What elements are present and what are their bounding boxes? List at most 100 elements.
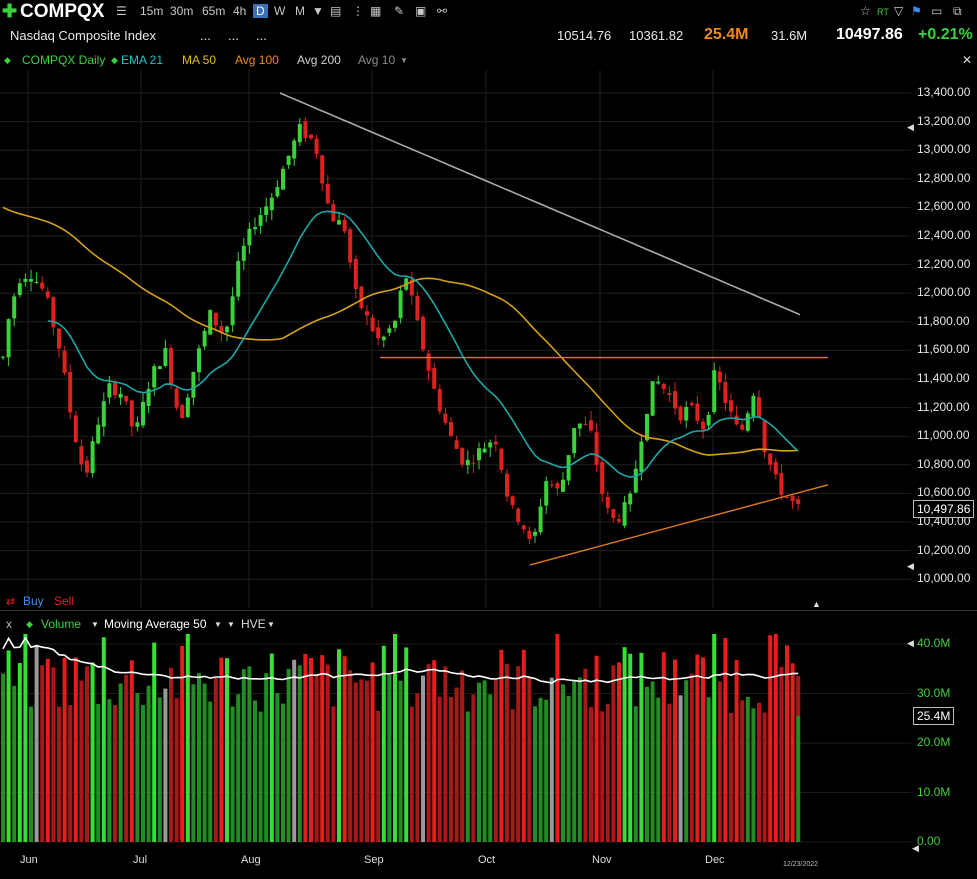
buy-button[interactable]: Buy [23,594,44,608]
scroll-up-icon[interactable]: ▲ [812,599,821,609]
price-tick-label: 11,800.00 [917,313,970,328]
pane-divider[interactable] [0,610,977,611]
alert-icon[interactable]: ⚑ [911,4,922,18]
candle-body [353,259,358,290]
volume-chart[interactable] [0,634,911,852]
hve-dropdown-icon[interactable]: ▼ [267,620,275,629]
volume-bar [751,708,756,842]
volume-bar [426,664,431,842]
copy-icon[interactable]: ⧉ [953,4,962,18]
price-chart[interactable] [0,70,911,608]
trade-arrows-icon[interactable]: ⇄ [6,596,16,608]
scroll-left-icon[interactable]: ◀ [912,843,919,853]
candle-body [381,336,386,341]
quote-dots-1[interactable]: ... [200,28,211,43]
quote-low: 10361.82 [629,28,684,43]
candle-body [314,138,319,154]
close-icon[interactable]: ✕ [962,53,973,67]
tf-w[interactable]: W [274,4,286,18]
price-tick-label: 11,200.00 [917,399,970,414]
legend-ema-chevron-icon[interactable]: ◆ [111,55,118,65]
volume-bar [331,706,336,842]
candle-body [426,353,431,371]
draw-icon[interactable]: ✎ [394,4,405,18]
layout-icon[interactable]: ▣ [415,4,427,18]
price-tick-label: 11,400.00 [917,371,970,385]
filter-icon[interactable]: ▽ [894,4,904,18]
candle-body [398,290,403,319]
volume-dropdown-icon[interactable]: ▼ [91,620,99,629]
volume-bar [113,704,117,842]
candle-body [157,366,162,370]
volume-close-button[interactable]: x [6,617,12,631]
volume-bar [650,681,655,842]
volume-chevron-icon[interactable]: ◆ [26,619,33,629]
volume-bar [191,684,196,842]
volume-marker-icon[interactable]: ◀ [907,638,914,648]
chart-type-icon[interactable]: ▤ [330,4,342,18]
volume-bar [633,706,638,842]
candle-body [101,401,106,427]
volume-bar [443,666,448,842]
volume-label[interactable]: Volume [41,617,82,631]
volume-bar [393,634,397,842]
share-icon[interactable]: ⚯ [437,4,448,18]
candle-body [219,325,224,333]
hve-label[interactable]: HVE [241,617,266,631]
volume-bar [185,634,190,842]
candle-body [370,317,375,332]
axis-marker-icon[interactable]: ◀ [907,122,914,132]
quote-dots-2[interactable]: ... [228,28,239,43]
hve-chevron-icon[interactable]: ▼ [227,620,235,629]
volume-bar [656,697,661,842]
tf-m[interactable]: M [295,4,305,18]
symbol-title[interactable]: COMPQX [20,1,105,22]
volume-bar [695,654,700,842]
volume-bar [645,686,649,842]
volume-bar [6,650,11,842]
tf-15m[interactable]: 15m [140,4,164,18]
volume-bar [493,680,498,842]
volume-bar [639,652,644,842]
volume-bar [29,706,33,842]
tf-30m[interactable]: 30m [170,4,194,18]
sell-button[interactable]: Sell [54,594,75,608]
candle-body [208,310,213,335]
candle-body [600,461,605,495]
price-tick-label: 10,600.00 [917,485,971,500]
star-icon[interactable]: ☆ [860,4,871,18]
calculator-icon[interactable]: ▦ [370,4,382,18]
settings-icon[interactable]: ☰ [116,4,127,18]
volume-bar [611,665,616,842]
volume-tick-label: 10.0M [917,784,951,799]
candle-body [549,484,554,486]
legend-avg10[interactable]: Avg 10 [358,53,396,67]
candle-body [667,393,672,395]
ma-dropdown-icon[interactable]: ▼ [214,620,222,629]
volume-ma-label[interactable]: Moving Average 50 [104,617,207,631]
tf-65m[interactable]: 65m [202,4,226,18]
volume-bar [292,659,297,842]
legend-ema21[interactable]: EMA 21 [121,53,164,67]
indicator-icon[interactable]: ⋮ [352,4,364,18]
quote-dots-3[interactable]: ... [256,28,267,43]
chevron-down-icon[interactable]: ▼ [312,4,324,18]
legend-series[interactable]: COMPQX Daily [22,53,106,67]
window-icon[interactable]: ▭ [931,4,943,18]
legend-chevron-icon[interactable]: ◆ [4,55,11,65]
volume-bar [701,657,705,842]
candle-body [695,403,700,421]
rt-icon[interactable]: RT [877,7,889,17]
tf-4h[interactable]: 4h [233,4,247,18]
price-axis: 13,400.00 13,200.00 13,000.00 12,800.00 12,6… [907,70,977,608]
legend-avg100[interactable]: Avg 100 [235,53,279,67]
axis-marker-icon[interactable]: ◀ [907,561,914,571]
legend-dropdown-icon[interactable]: ▼ [400,56,408,65]
volume-bar [1,673,5,842]
candle-body [577,423,582,429]
price-tick-label: 10,200.00 [917,542,971,557]
legend-avg200[interactable]: Avg 200 [297,53,341,67]
add-symbol-icon[interactable]: ✚ [2,1,18,21]
legend-ma50[interactable]: MA 50 [182,53,217,67]
tf-d[interactable]: D [253,4,268,18]
